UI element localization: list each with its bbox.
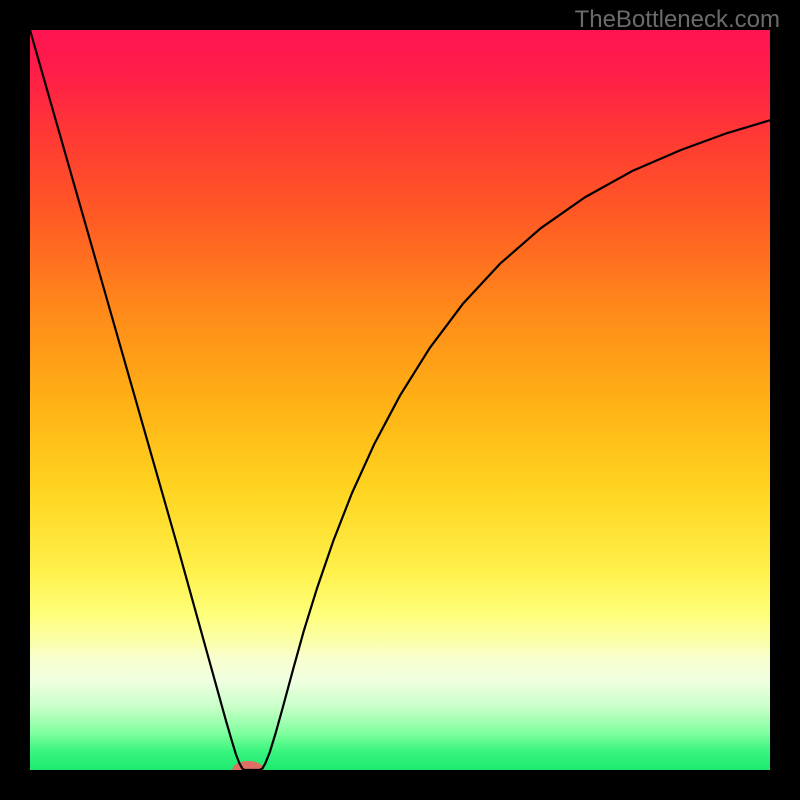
plot-area [30, 30, 770, 770]
chart-frame: TheBottleneck.com [0, 0, 800, 800]
bottleneck-chart [30, 30, 770, 770]
gradient-background [30, 30, 770, 770]
watermark-text: TheBottleneck.com [575, 6, 780, 34]
